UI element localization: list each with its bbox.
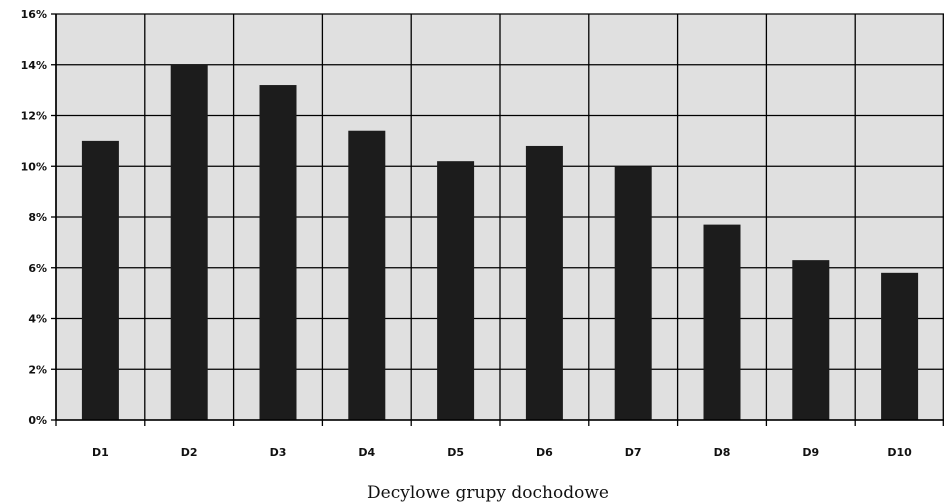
bar-d7 [614,166,652,420]
y-tick-label: 12% [21,110,47,123]
x-tick-label: D2 [181,446,198,459]
y-tick-label: 16% [21,8,47,21]
y-tick-label: 4% [28,313,47,326]
y-tick-label: 8% [28,211,47,224]
bar-d6 [525,145,563,420]
x-tick-label: D9 [802,446,819,459]
bar-d10 [881,272,919,420]
y-tick-label: 14% [21,59,47,72]
bar-d5 [437,161,475,421]
bar-d4 [348,130,386,420]
x-axis-label: Decylowe grupy dochodowe [367,483,609,503]
x-tick-label: D8 [714,446,731,459]
y-axis: 0% 2% 4% 6% 8% 10% 12% 14% 16% [21,8,57,427]
x-tick-label: D3 [270,446,287,459]
bar-d2 [170,64,208,420]
x-tick-label: D7 [625,446,642,459]
x-tick-label: D6 [536,446,553,459]
y-tick-label: 2% [28,363,47,376]
bar-d8 [703,224,741,420]
bar-d3 [259,85,297,421]
x-tick-label: D5 [447,446,464,459]
bar-d1 [81,140,119,420]
bar-d9 [792,260,830,420]
y-tick-label: 0% [28,414,47,427]
x-axis: D1 D2 D3 D4 D5 D6 D7 D8 D9 D10 [55,419,944,459]
y-tick-label: 10% [21,160,47,173]
x-tick-label: D1 [92,446,109,459]
x-tick-label: D4 [358,446,375,459]
bars [81,64,919,421]
y-tick-label: 6% [28,262,47,275]
x-tick-label: D10 [887,446,912,459]
